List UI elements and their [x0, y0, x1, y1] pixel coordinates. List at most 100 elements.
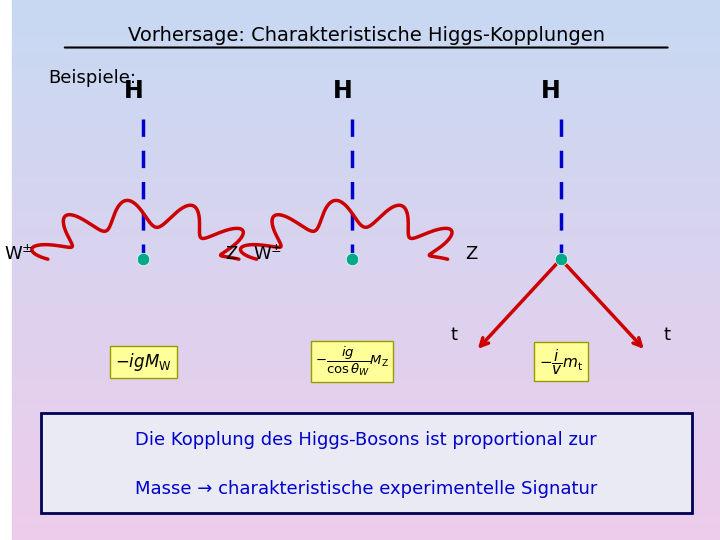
- Bar: [12, 238, 720, 243]
- Text: $-\dfrac{ig}{\cos\theta_W}M_{\mathrm{Z}}$: $-\dfrac{ig}{\cos\theta_W}M_{\mathrm{Z}}…: [315, 345, 389, 379]
- FancyBboxPatch shape: [41, 413, 692, 513]
- Bar: [12, 27, 720, 32]
- Text: Masse → charakteristische experimentelle Signatur: Masse → charakteristische experimentelle…: [135, 480, 598, 498]
- Bar: [12, 524, 720, 529]
- Bar: [12, 432, 720, 437]
- Bar: [12, 437, 720, 443]
- Bar: [12, 356, 720, 362]
- Bar: [12, 481, 720, 486]
- Text: $-igM_{\mathrm{W}}$: $-igM_{\mathrm{W}}$: [115, 351, 171, 373]
- Bar: [12, 421, 720, 427]
- Bar: [12, 248, 720, 254]
- Bar: [12, 535, 720, 540]
- Bar: [12, 373, 720, 378]
- Bar: [12, 32, 720, 38]
- Bar: [12, 86, 720, 92]
- Bar: [12, 216, 720, 221]
- Bar: [12, 486, 720, 491]
- Text: Beispiele:: Beispiele:: [48, 69, 136, 87]
- Bar: [12, 54, 720, 59]
- Bar: [12, 157, 720, 162]
- Bar: [12, 205, 720, 211]
- Bar: [12, 410, 720, 416]
- Bar: [12, 11, 720, 16]
- Bar: [12, 151, 720, 157]
- Bar: [12, 254, 720, 259]
- Bar: [12, 275, 720, 281]
- Bar: [12, 211, 720, 216]
- Bar: [12, 443, 720, 448]
- Bar: [12, 362, 720, 367]
- Bar: [12, 113, 720, 119]
- Bar: [12, 59, 720, 65]
- Bar: [12, 292, 720, 297]
- Bar: [12, 130, 720, 135]
- Bar: [12, 448, 720, 454]
- Bar: [12, 297, 720, 302]
- Bar: [12, 319, 720, 324]
- Bar: [12, 378, 720, 383]
- Bar: [12, 454, 720, 459]
- Bar: [12, 81, 720, 86]
- Bar: [12, 502, 720, 508]
- Bar: [12, 221, 720, 227]
- Bar: [12, 259, 720, 265]
- Bar: [12, 232, 720, 238]
- Bar: [12, 491, 720, 497]
- Text: $\mathrm{Z}$: $\mathrm{Z}$: [465, 245, 479, 263]
- Bar: [12, 470, 720, 475]
- Bar: [12, 103, 720, 108]
- Text: Vorhersage: Charakteristische Higgs-Kopplungen: Vorhersage: Charakteristische Higgs-Kopp…: [127, 25, 605, 45]
- Bar: [12, 135, 720, 140]
- Bar: [12, 92, 720, 97]
- Bar: [12, 0, 720, 5]
- Bar: [12, 70, 720, 76]
- Bar: [12, 189, 720, 194]
- Bar: [12, 346, 720, 351]
- Bar: [12, 281, 720, 286]
- Bar: [12, 508, 720, 513]
- Bar: [12, 340, 720, 346]
- Bar: [12, 108, 720, 113]
- Bar: [12, 97, 720, 103]
- Bar: [12, 308, 720, 313]
- Text: $\mathbf{H}$: $\mathbf{H}$: [123, 79, 143, 103]
- Bar: [12, 394, 720, 400]
- Bar: [12, 459, 720, 464]
- Bar: [12, 302, 720, 308]
- Bar: [12, 43, 720, 49]
- Text: $\mathrm{W}^{\pm}$: $\mathrm{W}^{\pm}$: [4, 244, 34, 264]
- Bar: [12, 335, 720, 340]
- Bar: [12, 518, 720, 524]
- Bar: [12, 497, 720, 502]
- Bar: [12, 65, 720, 70]
- Text: Die Kopplung des Higgs-Bosons ist proportional zur: Die Kopplung des Higgs-Bosons ist propor…: [135, 431, 597, 449]
- Bar: [12, 22, 720, 27]
- Bar: [12, 351, 720, 356]
- Bar: [12, 405, 720, 410]
- Bar: [12, 173, 720, 178]
- Bar: [12, 38, 720, 43]
- Text: $\mathrm{t}$: $\mathrm{t}$: [449, 326, 458, 344]
- Bar: [12, 367, 720, 373]
- Text: $\mathrm{Z}$: $\mathrm{Z}$: [225, 245, 239, 263]
- Bar: [12, 227, 720, 232]
- Bar: [12, 389, 720, 394]
- Bar: [12, 119, 720, 124]
- Bar: [12, 49, 720, 54]
- Bar: [12, 200, 720, 205]
- Bar: [12, 513, 720, 518]
- Bar: [12, 529, 720, 535]
- Bar: [12, 140, 720, 146]
- Bar: [12, 416, 720, 421]
- Text: $\mathbf{H}$: $\mathbf{H}$: [332, 79, 351, 103]
- Bar: [12, 162, 720, 167]
- Bar: [12, 427, 720, 432]
- Text: $\mathrm{W}^{\pm}$: $\mathrm{W}^{\pm}$: [253, 244, 282, 264]
- Bar: [12, 286, 720, 292]
- Text: $\mathbf{H}$: $\mathbf{H}$: [541, 79, 560, 103]
- Bar: [12, 383, 720, 389]
- Text: $-\dfrac{i}{v}m_{\mathrm{t}}$: $-\dfrac{i}{v}m_{\mathrm{t}}$: [539, 347, 583, 377]
- Bar: [12, 324, 720, 329]
- Bar: [12, 178, 720, 184]
